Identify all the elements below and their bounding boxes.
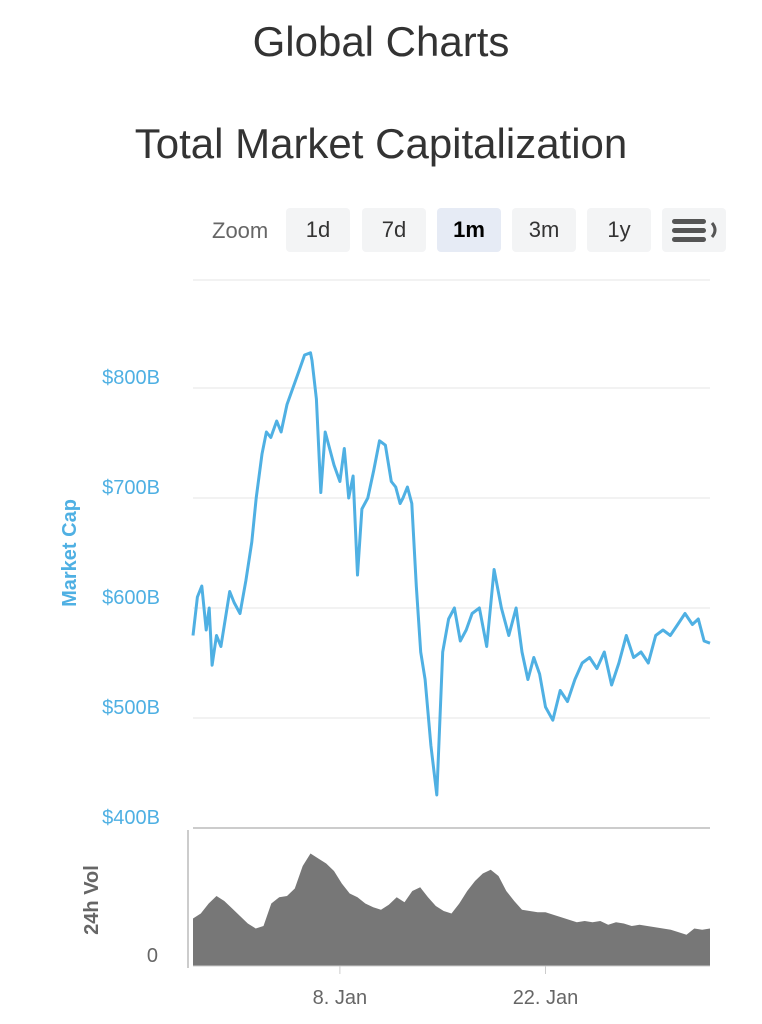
- y-axis-title: Market Cap: [59, 499, 81, 607]
- zoom-1m-button[interactable]: 1m: [437, 208, 501, 252]
- page-title: Global Charts: [252, 18, 510, 65]
- zoom-label: Zoom: [212, 218, 269, 243]
- market-cap-series-line: [191, 351, 711, 797]
- zoom-1d-button[interactable]: 1d: [286, 208, 350, 252]
- x-tick-label: 8. Jan: [313, 987, 367, 1009]
- y-tick-label: $500B: [102, 697, 160, 719]
- zoom-1y-button[interactable]: 1y: [587, 208, 651, 252]
- y-axis-ticks: $400B $500B $600B $700B $800B: [102, 367, 160, 829]
- zoom-3m-button[interactable]: 3m: [512, 208, 576, 252]
- y-tick-label: $700B: [102, 477, 160, 499]
- volume-series-area: [193, 853, 710, 966]
- volume-zero-label: 0: [147, 945, 158, 967]
- y-tick-label: $800B: [102, 367, 160, 389]
- chart-title: Total Market Capitalization: [134, 120, 628, 167]
- y-tick-label: $400B: [102, 807, 160, 829]
- hamburger-menu-icon: [672, 219, 717, 242]
- volume-axis-title: 24h Vol: [81, 865, 103, 935]
- chart-menu-button[interactable]: [662, 208, 726, 252]
- y-tick-label: $600B: [102, 587, 160, 609]
- x-tick-label: 22. Jan: [513, 987, 579, 1009]
- x-axis-ticks: 8. Jan 22. Jan: [187, 830, 710, 1009]
- gridlines: [193, 279, 710, 829]
- zoom-7d-button[interactable]: 7d: [362, 208, 426, 252]
